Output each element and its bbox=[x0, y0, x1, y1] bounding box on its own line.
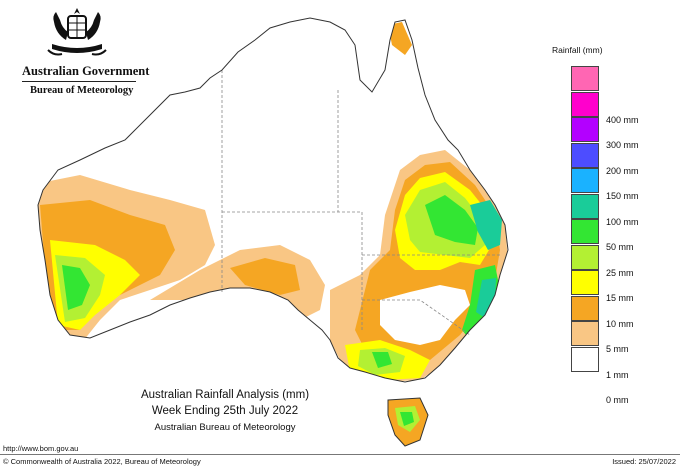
legend-label: 200 mm bbox=[606, 165, 639, 176]
legend-label: 400 mm bbox=[606, 114, 639, 125]
bureau-title: Bureau of Meteorology bbox=[30, 85, 134, 96]
legend-swatch bbox=[571, 244, 599, 270]
legend-label: 100 mm bbox=[606, 216, 639, 227]
legend-swatch bbox=[571, 91, 599, 117]
map-title: Australian Rainfall Analysis (mm) bbox=[140, 389, 310, 401]
logo-divider bbox=[22, 81, 136, 82]
legend-label: 0 mm bbox=[606, 395, 629, 405]
legend-swatch bbox=[571, 321, 599, 346]
map-period: Week Ending 25th July 2022 bbox=[151, 405, 299, 417]
legend-swatch bbox=[571, 193, 599, 219]
legend-swatch bbox=[571, 117, 599, 142]
map-source: Australian Bureau of Meteorology bbox=[154, 422, 296, 433]
legend-label: 300 mm bbox=[606, 140, 639, 150]
legend-label: 15 mm bbox=[606, 293, 634, 303]
government-title: Australian Government bbox=[22, 64, 150, 78]
footer-divider bbox=[0, 454, 680, 455]
legend-label: 5 mm bbox=[606, 344, 629, 354]
legend-swatch bbox=[571, 219, 599, 244]
legend-swatch bbox=[571, 142, 599, 168]
legend-swatch bbox=[571, 66, 599, 91]
issued-date: Issued: 25/07/2022 bbox=[612, 457, 676, 466]
legend-label: 1 mm bbox=[606, 369, 629, 380]
legend-label: 25 mm bbox=[606, 267, 634, 278]
legend-swatch bbox=[571, 270, 599, 295]
legend-label: 10 mm bbox=[606, 318, 634, 329]
government-logo: Australian Government Bureau of Meteorol… bbox=[8, 6, 149, 98]
legend-swatch bbox=[571, 346, 599, 372]
legend-swatch bbox=[571, 295, 599, 321]
copyright-text: © Commonwealth of Australia 2022, Bureau… bbox=[3, 457, 201, 466]
legend-label: 50 mm bbox=[606, 242, 634, 252]
legend-title: Rainfall (mm) bbox=[552, 45, 603, 55]
legend-label: 150 mm bbox=[606, 191, 639, 201]
legend-swatch bbox=[571, 168, 599, 193]
website-link[interactable]: http://www.bom.gov.au bbox=[3, 444, 79, 453]
coat-of-arms-icon bbox=[47, 8, 107, 56]
